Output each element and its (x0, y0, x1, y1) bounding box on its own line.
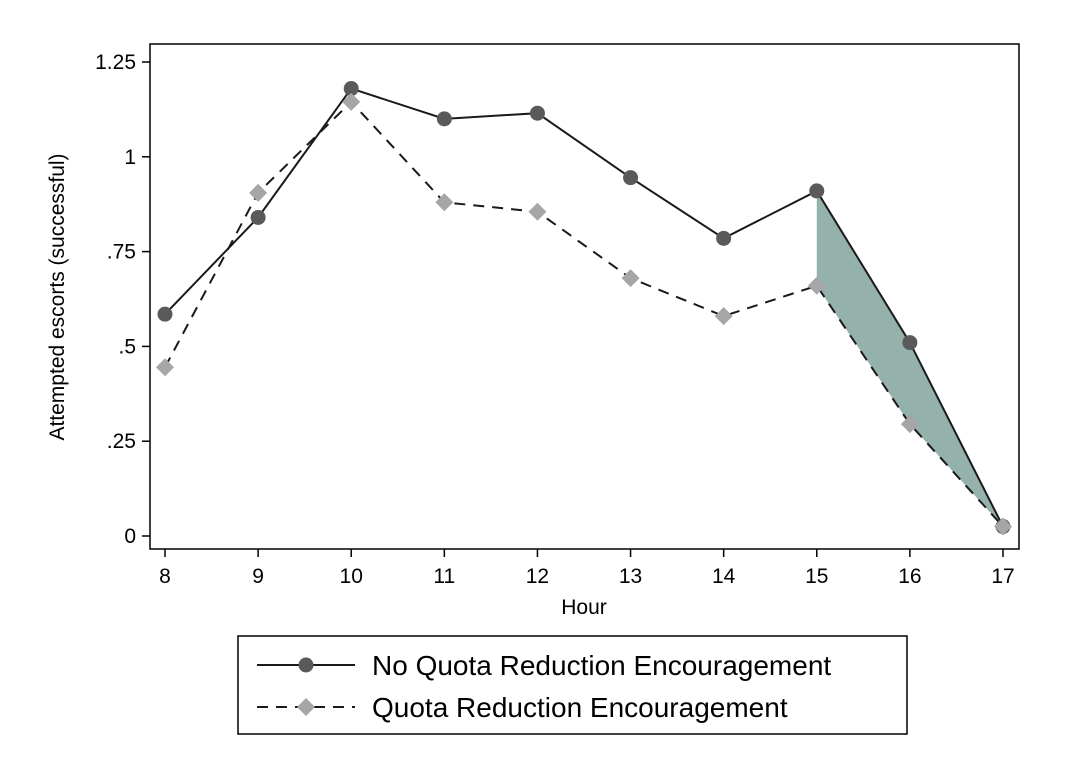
x-tick-label: 11 (433, 565, 455, 588)
x-tick-label: 12 (526, 565, 549, 588)
x-tick-label: 8 (159, 565, 171, 588)
series-line-2 (164, 100, 1004, 528)
y-axis-title: Attempted escorts (successful) (46, 153, 69, 440)
x-tick-label: 9 (252, 565, 264, 588)
data-point-circle (809, 183, 825, 199)
legend-label-series-1: No Quota Reduction Encouragement (372, 650, 831, 681)
data-point-diamond (900, 415, 919, 434)
data-point-diamond (807, 276, 826, 295)
data-point-circle (436, 111, 452, 127)
x-tick-label: 10 (340, 565, 363, 588)
data-point-diamond (249, 183, 268, 202)
legend-marker-diamond (297, 698, 315, 716)
x-tick-label: 16 (898, 565, 921, 588)
y-tick-label: .25 (107, 430, 136, 453)
legend-label-series-2: Quota Reduction Encouragement (372, 692, 788, 723)
shaded-area (816, 190, 1003, 527)
x-tick-label: 15 (805, 565, 828, 588)
data-point-circle (529, 105, 545, 121)
data-point-circle (343, 81, 359, 97)
plot-frame (149, 43, 1020, 550)
legend-marker-circle (298, 657, 314, 673)
x-tick-label: 13 (619, 565, 642, 588)
data-point-diamond (714, 307, 733, 326)
x-tick-label: 17 (991, 565, 1014, 588)
data-point-circle (157, 306, 173, 322)
shaded-region-layer (816, 190, 1003, 527)
x-tick-label: 14 (712, 565, 736, 588)
legend: No Quota Reduction Encouragement Quota R… (237, 635, 908, 735)
y-tick-label: 1.25 (95, 51, 136, 74)
data-point-circle (623, 170, 639, 186)
data-point-circle (250, 209, 266, 225)
data-point-diamond (528, 202, 547, 221)
data-point-diamond (156, 358, 174, 377)
x-axis-title: Hour (561, 596, 607, 619)
data-point-circle (902, 335, 918, 351)
data-point-diamond (435, 193, 454, 212)
series-layer (156, 81, 1012, 536)
y-tick-label: 1 (124, 146, 136, 169)
legend-box (237, 635, 908, 735)
y-tick-label: .75 (107, 241, 136, 264)
axes-layer: 8 9 10 11 12 13 14 15 16 17 0 .25 .5 .75 1 1.25 (95, 51, 1015, 588)
data-point-diamond (994, 517, 1012, 536)
series-line-1 (164, 87, 1004, 527)
data-point-diamond (621, 269, 640, 288)
data-point-diamond (342, 92, 361, 111)
y-tick-label: .5 (118, 335, 136, 358)
y-tick-label: 0 (124, 525, 136, 548)
data-point-circle (716, 230, 732, 246)
